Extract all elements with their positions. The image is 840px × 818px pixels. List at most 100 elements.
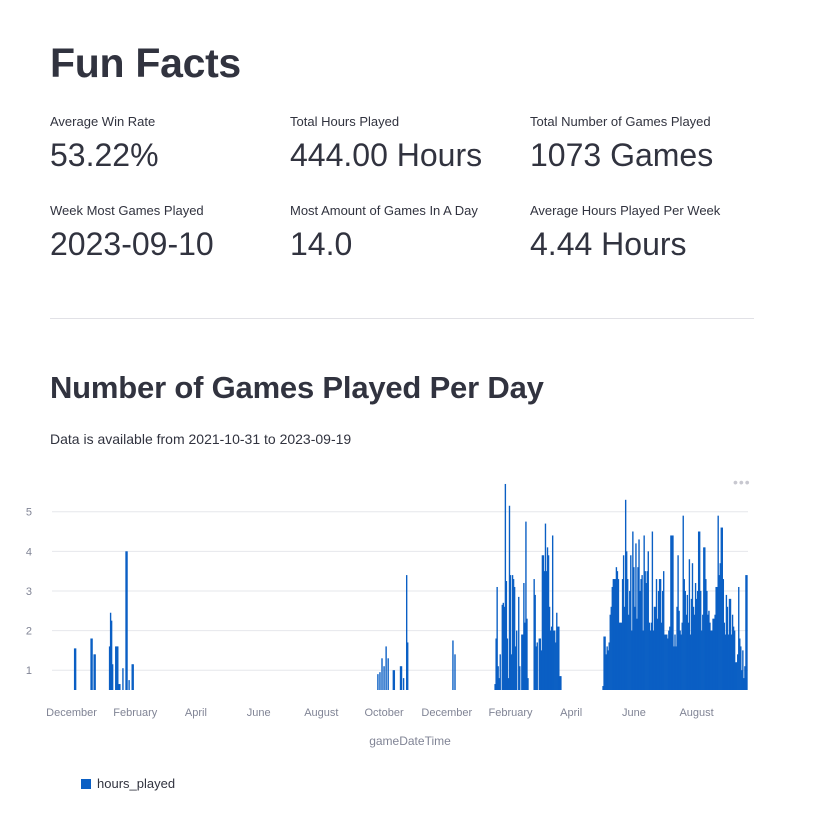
- bar: [392, 670, 395, 690]
- bar: [743, 678, 745, 690]
- bar: [518, 596, 520, 690]
- bar: [506, 638, 509, 690]
- bar: [91, 638, 93, 690]
- bar: [696, 590, 699, 690]
- bar: [526, 618, 528, 690]
- bar: [622, 555, 625, 690]
- bar: [721, 527, 723, 690]
- bar: [646, 571, 648, 690]
- bar: [508, 505, 511, 690]
- bar: [729, 598, 732, 690]
- x-tick-label: August: [679, 707, 713, 719]
- bar: [654, 606, 657, 690]
- bar: [533, 579, 535, 690]
- bar: [620, 622, 623, 690]
- bar: [505, 581, 508, 690]
- metric-most-games-in-a-day: Most Amount of Games In A Day 14.0: [290, 203, 520, 263]
- bar: [606, 646, 608, 690]
- bar: [623, 606, 626, 690]
- bar: [674, 634, 676, 690]
- bar: [657, 590, 660, 690]
- bar: [629, 590, 631, 690]
- section-title: Number of Games Played Per Day: [50, 370, 544, 405]
- bar: [698, 531, 701, 690]
- bar: [713, 618, 715, 690]
- legend-swatch: [81, 778, 91, 789]
- bar: [399, 666, 402, 690]
- bar: [728, 598, 731, 690]
- bar: [670, 535, 672, 690]
- bar: [553, 630, 555, 690]
- bar: [116, 646, 118, 690]
- bar: [618, 622, 621, 690]
- bar: [524, 622, 526, 690]
- bar: [555, 642, 557, 690]
- bar: [542, 555, 545, 690]
- metric-label: Most Amount of Games In A Day: [290, 203, 478, 218]
- bar: [539, 638, 542, 690]
- bar: [703, 547, 705, 690]
- bar: [617, 579, 620, 690]
- bar: [609, 614, 611, 690]
- bar: [690, 598, 693, 690]
- bar: [511, 575, 514, 690]
- metric-label: Average Hours Played Per Week: [530, 203, 721, 218]
- bar: [742, 650, 744, 690]
- bar: [715, 586, 717, 690]
- bar: [664, 634, 666, 690]
- bar: [94, 654, 96, 690]
- bar: [673, 646, 675, 690]
- y-tick-label: 3: [26, 586, 32, 598]
- bar: [739, 638, 741, 690]
- metric-label: Total Hours Played: [290, 114, 400, 129]
- x-tick-label: December: [46, 707, 97, 719]
- bar: [559, 676, 561, 690]
- bar: [725, 594, 728, 690]
- bar: [738, 586, 740, 690]
- bar: [131, 664, 133, 690]
- more-horizontal-icon[interactable]: •••: [733, 474, 751, 490]
- bar: [510, 654, 513, 690]
- bar: [619, 622, 622, 690]
- bar: [610, 606, 612, 690]
- bar: [667, 638, 669, 690]
- bar: [547, 555, 550, 690]
- bar: [653, 606, 656, 690]
- bar: [685, 614, 688, 690]
- bar: [496, 586, 498, 690]
- bar: [704, 547, 706, 690]
- metric-label: Average Win Rate: [50, 114, 156, 129]
- games-per-day-chart: 1 2 3 4 5 December February April June August Octo…: [26, 483, 748, 748]
- bar: [647, 551, 649, 690]
- bar: [522, 634, 524, 690]
- bar: [666, 634, 668, 690]
- bar: [714, 614, 716, 690]
- chart-legend[interactable]: hours_played: [81, 776, 175, 791]
- bar: [692, 606, 695, 690]
- bar: [93, 654, 95, 690]
- bar: [558, 626, 560, 690]
- bar: [733, 630, 736, 690]
- bar: [651, 531, 654, 690]
- bar: [608, 642, 610, 690]
- bar: [665, 634, 667, 690]
- bar: [407, 642, 409, 690]
- bar: [638, 539, 640, 690]
- bar: [504, 483, 507, 690]
- bar: [642, 630, 644, 690]
- bar: [110, 620, 113, 690]
- bar: [675, 646, 677, 690]
- metric-value: 2023-09-10: [50, 226, 214, 262]
- bar: [495, 638, 497, 690]
- bar: [668, 630, 670, 690]
- bar: [611, 586, 613, 690]
- bar: [534, 594, 536, 690]
- legend-label: hours_played: [97, 776, 176, 791]
- bar: [613, 579, 616, 690]
- bar: [117, 646, 119, 690]
- bar: [730, 634, 733, 690]
- bar: [402, 678, 405, 690]
- bar: [658, 579, 661, 690]
- bar: [551, 535, 554, 690]
- bar: [538, 638, 540, 690]
